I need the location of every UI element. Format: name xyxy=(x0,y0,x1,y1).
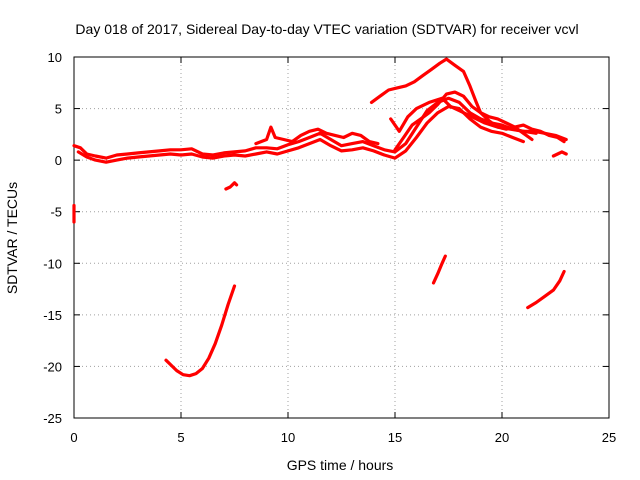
x-tick-label: 0 xyxy=(70,430,77,445)
series-arc-u xyxy=(164,284,237,378)
y-tick-label: -20 xyxy=(43,359,62,374)
series-arc-rise xyxy=(393,90,534,152)
y-tick-label: 5 xyxy=(55,102,62,117)
series-arc-small-neg xyxy=(224,181,239,191)
x-tick-label: 15 xyxy=(388,430,402,445)
y-tick-label: -15 xyxy=(43,308,62,323)
y-tick-label: 0 xyxy=(55,153,62,168)
y-tick-label: -10 xyxy=(43,256,62,271)
x-tick-label: 20 xyxy=(495,430,509,445)
series-arc-main-a xyxy=(72,96,568,160)
y-tick-label: -25 xyxy=(43,411,62,426)
x-tick-label: 10 xyxy=(281,430,295,445)
x-tick-label: 25 xyxy=(602,430,616,445)
x-axis-ticks: 0 5 10 15 20 25 xyxy=(70,57,616,445)
x-tick-label: 5 xyxy=(177,430,184,445)
y-axis-ticks: -25 -20 -15 -10 -5 0 5 10 xyxy=(43,50,609,426)
y-axis-label: SDTVAR / TECUs xyxy=(4,182,20,294)
plot-frame xyxy=(73,56,610,419)
chart-title: Day 018 of 2017, Sidereal Day-to-day VTE… xyxy=(75,21,578,37)
series-arc-mid-neg xyxy=(431,254,447,285)
x-axis-label: GPS time / hours xyxy=(287,457,394,473)
y-tick-label: 10 xyxy=(48,50,62,65)
series-arc-peak xyxy=(369,57,566,144)
series-arc-late xyxy=(551,150,568,158)
series-arc-right-neg xyxy=(526,269,566,310)
y-tick-label: -5 xyxy=(50,205,62,220)
grid-lines xyxy=(74,57,609,418)
data-series xyxy=(72,57,568,378)
series-arc-main-c xyxy=(254,125,380,146)
